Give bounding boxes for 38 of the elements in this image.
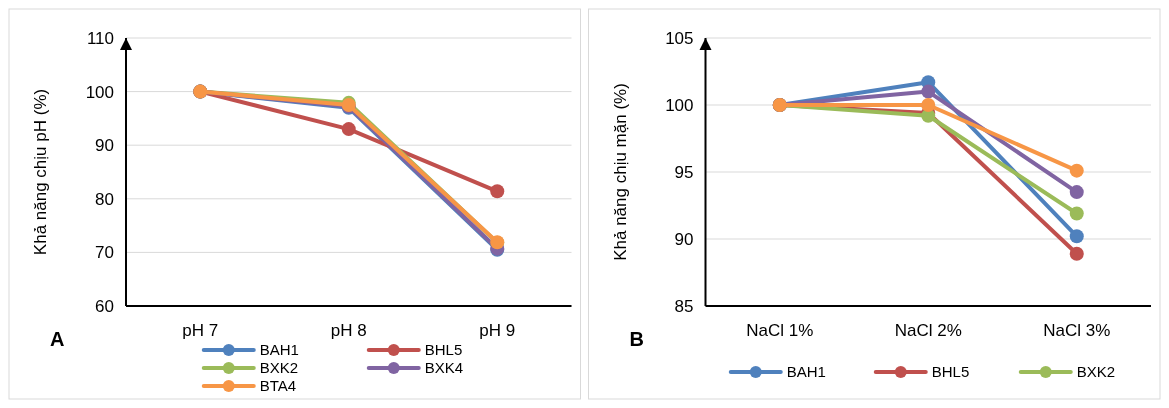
x-tick-label: pH 8	[330, 321, 367, 340]
point	[921, 84, 936, 99]
x-tick-label: NaCl 1%	[746, 321, 814, 340]
y-tick-label: 100	[85, 82, 114, 102]
point	[1069, 246, 1084, 261]
legend-label: BAH1	[259, 341, 299, 359]
y-axis-title: Khả năng chịu pH (%)	[31, 88, 50, 256]
legend-label: BTA4	[259, 377, 297, 395]
y-axis-title: Khả năng chịu mặn (%)	[610, 83, 630, 261]
point	[1069, 206, 1084, 221]
point	[341, 122, 356, 137]
x-tick-label: pH 7	[182, 321, 219, 340]
point	[1069, 185, 1084, 200]
y-tick-label: 90	[674, 229, 694, 249]
y-tick-label: 90	[95, 136, 114, 156]
legend-label: BHL5	[931, 363, 970, 381]
y-tick-label: 105	[665, 28, 694, 48]
x-tick-label: pH 9	[479, 321, 516, 340]
y-tick-label: 85	[674, 296, 694, 316]
y-tick-label: 60	[95, 296, 114, 316]
text: B	[629, 328, 644, 350]
y-tick-label: 80	[95, 189, 114, 209]
point	[921, 98, 936, 112]
point	[490, 184, 505, 199]
y-tick-label: 95	[674, 162, 694, 182]
legend-label: BXK2	[259, 359, 299, 377]
y-tick-label: 100	[665, 95, 694, 115]
y-tick-label: 70	[95, 243, 114, 263]
x-tick-label: NaCl 3%	[1043, 321, 1111, 340]
legend-label: BXK2	[1076, 363, 1116, 381]
legend-label: BXK4	[424, 359, 464, 377]
point	[1069, 229, 1084, 244]
x-tick-label: NaCl 2%	[894, 321, 962, 340]
legend-label: BHL5	[424, 341, 463, 359]
text: A	[50, 328, 65, 350]
legend-label: BAH1	[786, 363, 826, 381]
point	[1069, 163, 1084, 178]
y-tick-label: 110	[86, 28, 114, 48]
